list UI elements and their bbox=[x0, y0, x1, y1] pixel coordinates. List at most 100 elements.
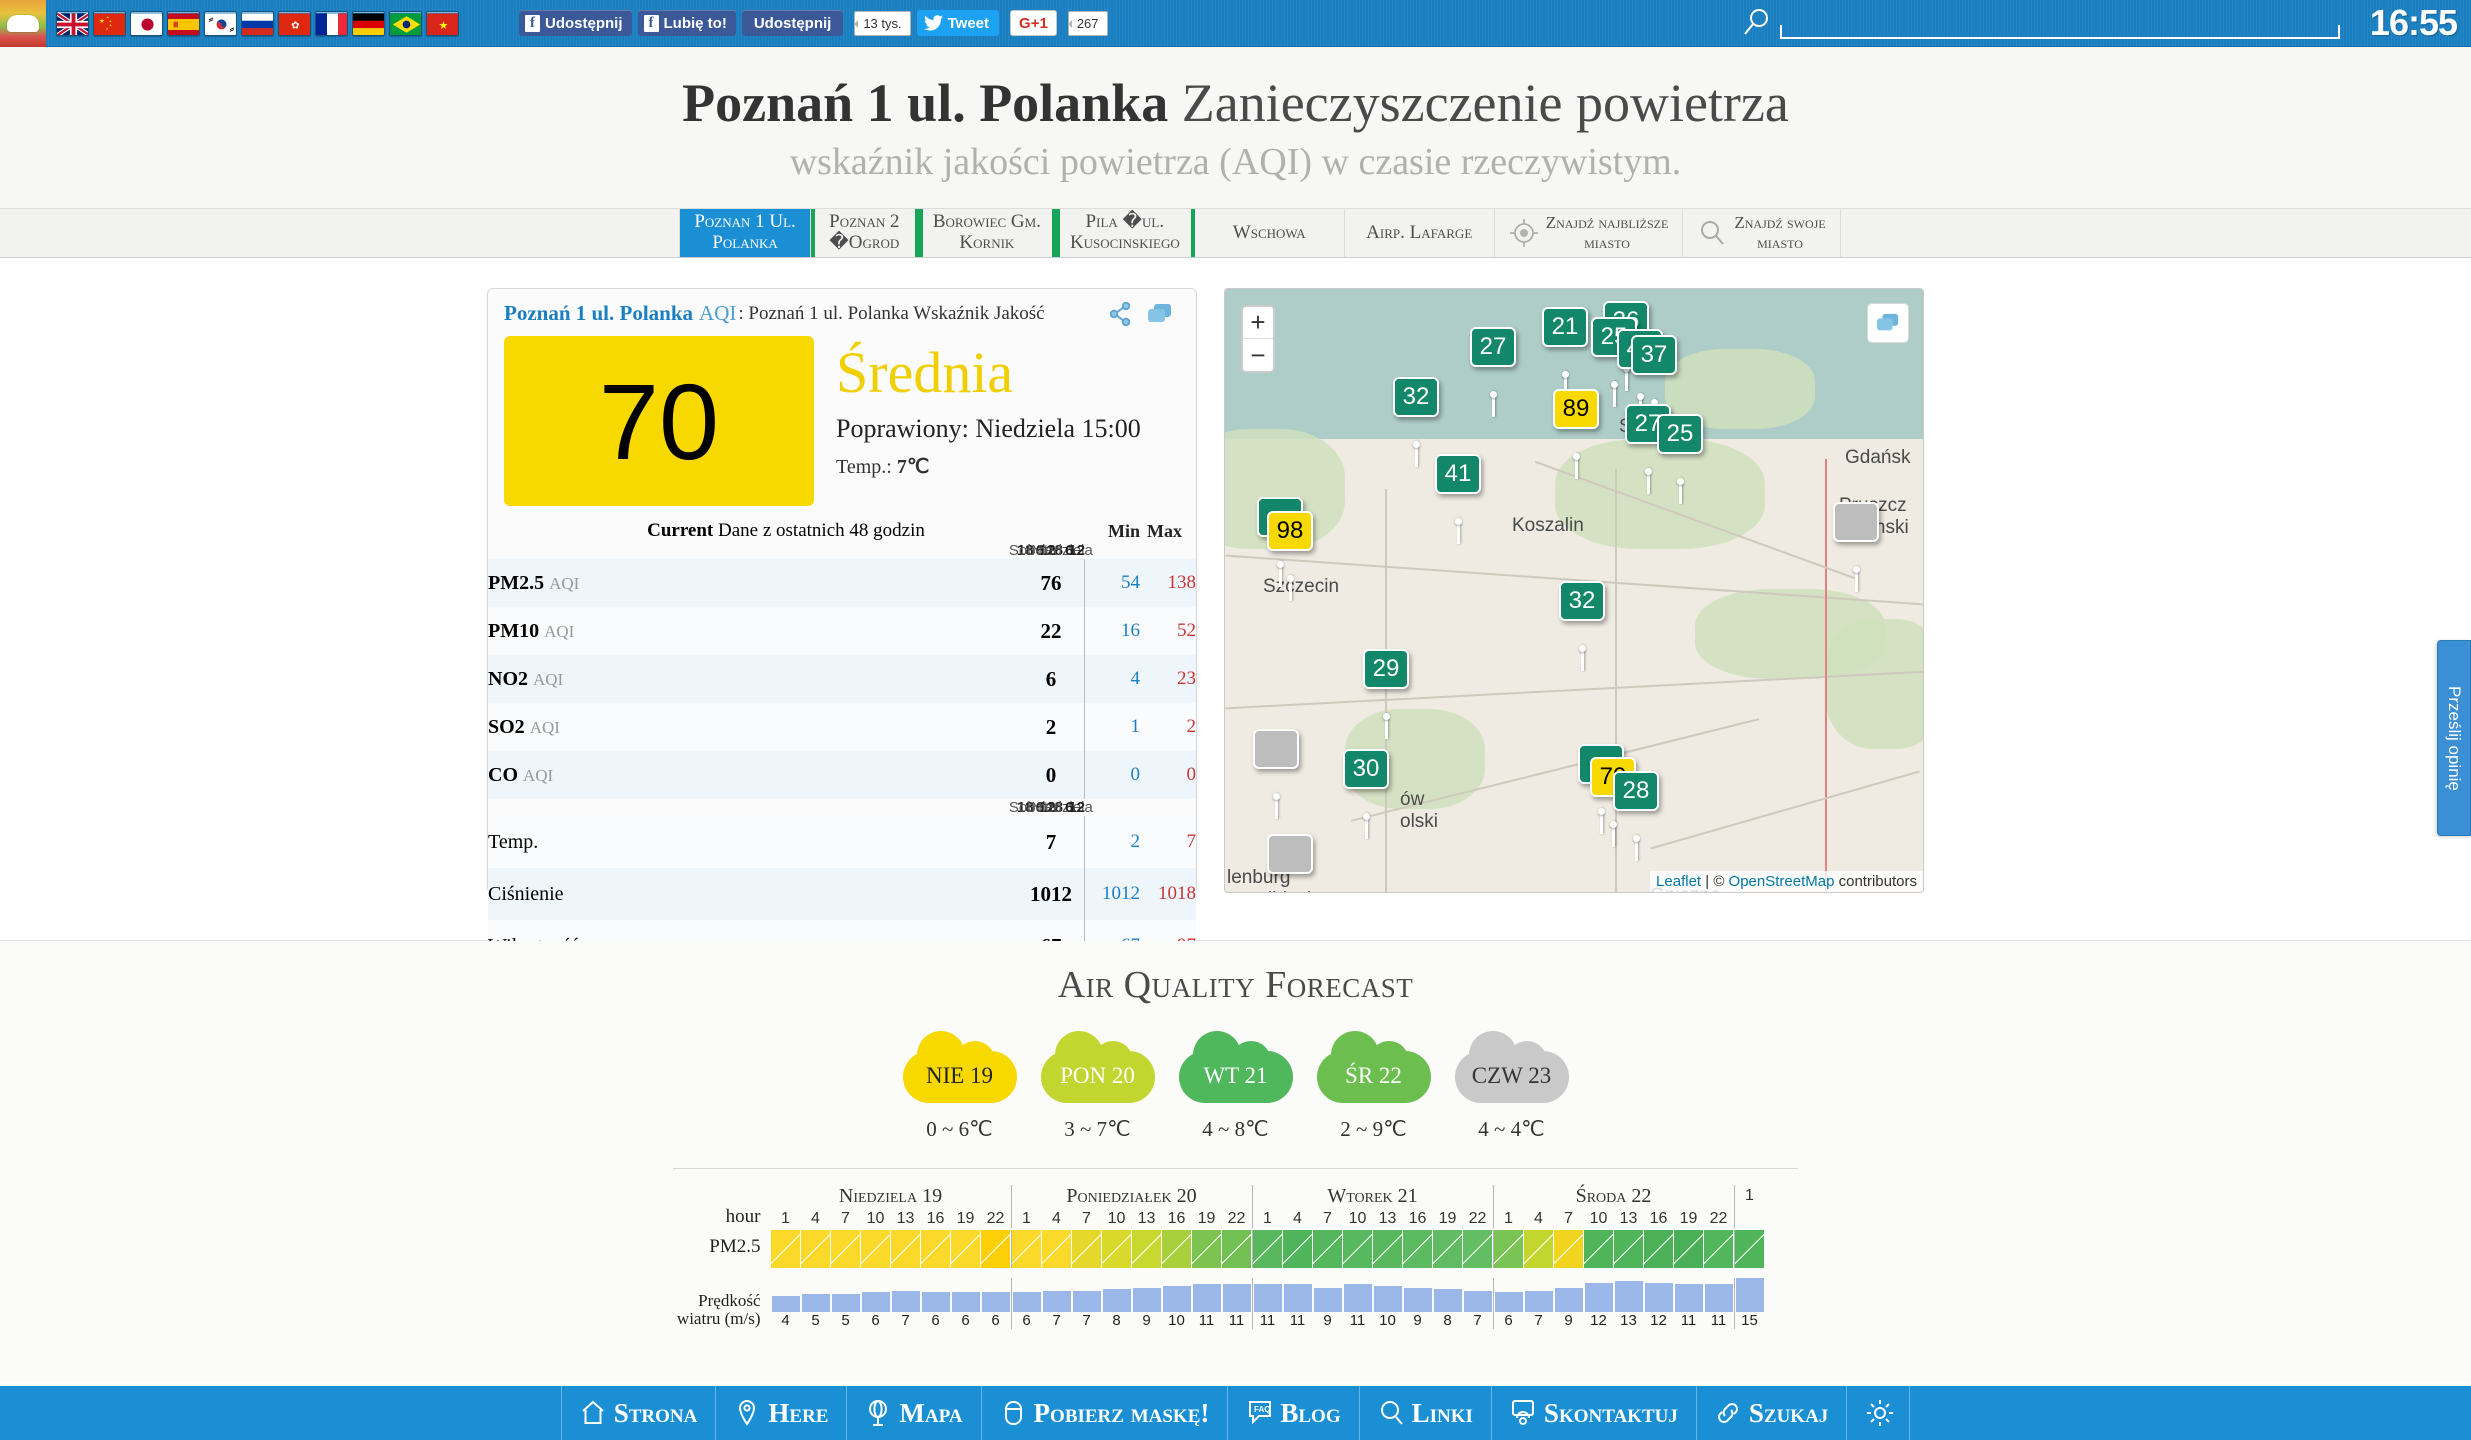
pm25-cell[interactable] bbox=[1191, 1230, 1222, 1268]
map-marker-32b[interactable]: 32 bbox=[1559, 581, 1605, 671]
flag-south-korea[interactable] bbox=[204, 10, 237, 36]
pm25-cell[interactable] bbox=[1011, 1230, 1042, 1268]
row-pressure[interactable]: Ciśnienie 1012 1012 1018 bbox=[488, 868, 1196, 920]
pm25-cell[interactable] bbox=[1583, 1230, 1614, 1268]
nav-mapa[interactable]: Mapa bbox=[846, 1386, 980, 1440]
osm-link[interactable]: OpenStreetMap bbox=[1728, 873, 1835, 890]
search-input[interactable] bbox=[1779, 25, 2340, 39]
map-panel[interactable]: + − SłupskKoszalinGdańskPruszczGdanskiSz… bbox=[1224, 288, 1924, 893]
tab-wschowa[interactable]: Wschowa bbox=[1194, 209, 1345, 257]
tab-borowiec-kornik[interactable]: Borowiec Gm. Kornik bbox=[918, 209, 1057, 257]
map-zoom-in-button[interactable]: + bbox=[1243, 307, 1273, 339]
flag-germany[interactable] bbox=[352, 10, 385, 36]
facebook-like-button[interactable]: f Lubię to! bbox=[637, 10, 736, 36]
tab-poznan-2-ogrod[interactable]: Poznan 2 �Ogrod bbox=[810, 209, 919, 257]
pm25-cell[interactable] bbox=[1161, 1230, 1192, 1268]
nav-pobierz-maske[interactable]: Pobierz maskę! bbox=[980, 1386, 1228, 1440]
flag-spain[interactable] bbox=[167, 10, 200, 36]
flag-hong-kong[interactable]: ✿ bbox=[278, 10, 311, 36]
tweet-button[interactable]: Tweet bbox=[916, 10, 1000, 36]
feedback-tab[interactable]: Prześlij opinię bbox=[2437, 640, 2471, 836]
nav-blog[interactable]: FAQ Blog bbox=[1227, 1386, 1358, 1440]
nav-szukaj[interactable]: Szukaj bbox=[1695, 1386, 1846, 1440]
flag-japan[interactable] bbox=[130, 10, 163, 36]
row-pm25[interactable]: PM2.5 AQI 76 54 138 bbox=[488, 559, 1196, 607]
row-pm10[interactable]: PM10 AQI 22 16 52 bbox=[488, 607, 1196, 655]
nav-here[interactable]: Here bbox=[715, 1386, 846, 1440]
map-marker-28[interactable]: 28 bbox=[1613, 771, 1659, 861]
map-marker-21[interactable]: 21 bbox=[1542, 307, 1588, 397]
forecast-day-czw[interactable]: CZW 23 4 ~ 4℃ bbox=[1452, 1029, 1572, 1142]
forecast-day-pon[interactable]: PON 20 3 ~ 7℃ bbox=[1038, 1029, 1158, 1142]
map-zoom-control[interactable]: + − bbox=[1241, 305, 1275, 373]
forecast-day-nie[interactable]: NIE 19 0 ~ 6℃ bbox=[900, 1029, 1020, 1142]
map-marker-41[interactable]: 41 bbox=[1435, 454, 1481, 544]
row-co[interactable]: CO AQI 0 0 0 bbox=[488, 751, 1196, 799]
flag-russia[interactable] bbox=[241, 10, 274, 36]
map-marker-32a[interactable]: 32 bbox=[1393, 377, 1439, 467]
pm25-cell[interactable] bbox=[1523, 1230, 1554, 1268]
nav-settings[interactable] bbox=[1846, 1386, 1911, 1440]
find-your-city-button[interactable]: Znajdź swoje miasto bbox=[1683, 209, 1841, 257]
row-no2[interactable]: NO2 AQI 6 4 23 bbox=[488, 655, 1196, 703]
pm25-cell[interactable] bbox=[1703, 1230, 1734, 1268]
pm25-cell[interactable] bbox=[1553, 1230, 1584, 1268]
pm25-cell[interactable] bbox=[1493, 1230, 1524, 1268]
flag-brazil[interactable] bbox=[389, 10, 422, 36]
pm25-cell[interactable] bbox=[980, 1230, 1011, 1268]
topbar-search[interactable] bbox=[1740, 7, 2340, 39]
google-plus-button[interactable]: G+1 bbox=[1010, 10, 1057, 36]
pm25-cell[interactable] bbox=[1252, 1230, 1283, 1268]
share-icon[interactable] bbox=[1110, 301, 1132, 326]
pm25-cell[interactable] bbox=[1613, 1230, 1644, 1268]
facebook-share-button[interactable]: f Udostępnij bbox=[519, 10, 632, 36]
map-marker-30[interactable]: 30 bbox=[1343, 749, 1389, 839]
tab-poznan-1-polanka[interactable]: Poznan 1 Ul. Polanka bbox=[680, 209, 811, 257]
cloud-logo-icon[interactable] bbox=[0, 0, 46, 47]
pm25-cell[interactable] bbox=[950, 1230, 981, 1268]
tab-pila-kusocinskiego[interactable]: Pila �ul. Kusocinskiego bbox=[1055, 209, 1195, 257]
pm25-cell[interactable] bbox=[1312, 1230, 1343, 1268]
nav-strona[interactable]: Strona bbox=[560, 1386, 716, 1440]
facebook-share2-button[interactable]: Udostępnij bbox=[741, 10, 844, 36]
map-marker-29[interactable]: 29 bbox=[1363, 649, 1409, 739]
row-so2[interactable]: SO2 AQI 2 1 2 bbox=[488, 703, 1196, 751]
flag-uk[interactable] bbox=[56, 10, 89, 36]
find-nearest-city-button[interactable]: Znajdź najbliższe miasto bbox=[1494, 209, 1684, 257]
forecast-day-sr[interactable]: ŚR 22 2 ~ 9℃ bbox=[1314, 1029, 1434, 1142]
pm25-cell[interactable] bbox=[830, 1230, 861, 1268]
map-marker-grey1[interactable] bbox=[1833, 502, 1879, 592]
row-temp[interactable]: Temp. 7 2 7 bbox=[488, 816, 1196, 868]
pm25-cell[interactable] bbox=[1734, 1230, 1765, 1268]
layers-icon[interactable] bbox=[1146, 302, 1174, 326]
leaflet-link[interactable]: Leaflet bbox=[1656, 873, 1702, 890]
flag-france[interactable] bbox=[315, 10, 348, 36]
pm25-cell[interactable] bbox=[1071, 1230, 1102, 1268]
flag-vietnam[interactable]: ★ bbox=[426, 10, 459, 36]
pm25-cell[interactable] bbox=[1402, 1230, 1433, 1268]
nav-linki[interactable]: Linki bbox=[1358, 1386, 1491, 1440]
pm25-cell[interactable] bbox=[770, 1230, 801, 1268]
pm25-cell[interactable] bbox=[1221, 1230, 1252, 1268]
pm25-cell[interactable] bbox=[1101, 1230, 1132, 1268]
nav-skontaktuj[interactable]: Skontaktuj bbox=[1490, 1386, 1696, 1440]
map-layers-button[interactable] bbox=[1867, 303, 1909, 343]
pm25-cell[interactable] bbox=[1342, 1230, 1373, 1268]
pm25-cell[interactable] bbox=[1282, 1230, 1313, 1268]
map-marker-25b[interactable]: 25 bbox=[1657, 414, 1703, 504]
forecast-day-wt[interactable]: WT 21 4 ~ 8℃ bbox=[1176, 1029, 1296, 1142]
pm25-cell[interactable] bbox=[800, 1230, 831, 1268]
pm25-cell[interactable] bbox=[860, 1230, 891, 1268]
map-marker-grey9[interactable] bbox=[1253, 729, 1299, 819]
map-marker-27a[interactable]: 27 bbox=[1470, 327, 1516, 417]
pm25-cell[interactable] bbox=[1041, 1230, 1072, 1268]
map-marker-89[interactable]: 89 bbox=[1553, 389, 1599, 479]
pm25-cell[interactable] bbox=[1643, 1230, 1674, 1268]
pm25-cell[interactable] bbox=[890, 1230, 921, 1268]
pm25-cell[interactable] bbox=[1131, 1230, 1162, 1268]
map-zoom-out-button[interactable]: − bbox=[1250, 339, 1266, 370]
pm25-cell[interactable] bbox=[1432, 1230, 1463, 1268]
pm25-cell[interactable] bbox=[1462, 1230, 1493, 1268]
pm25-cell[interactable] bbox=[1673, 1230, 1704, 1268]
pm25-cell[interactable] bbox=[920, 1230, 951, 1268]
